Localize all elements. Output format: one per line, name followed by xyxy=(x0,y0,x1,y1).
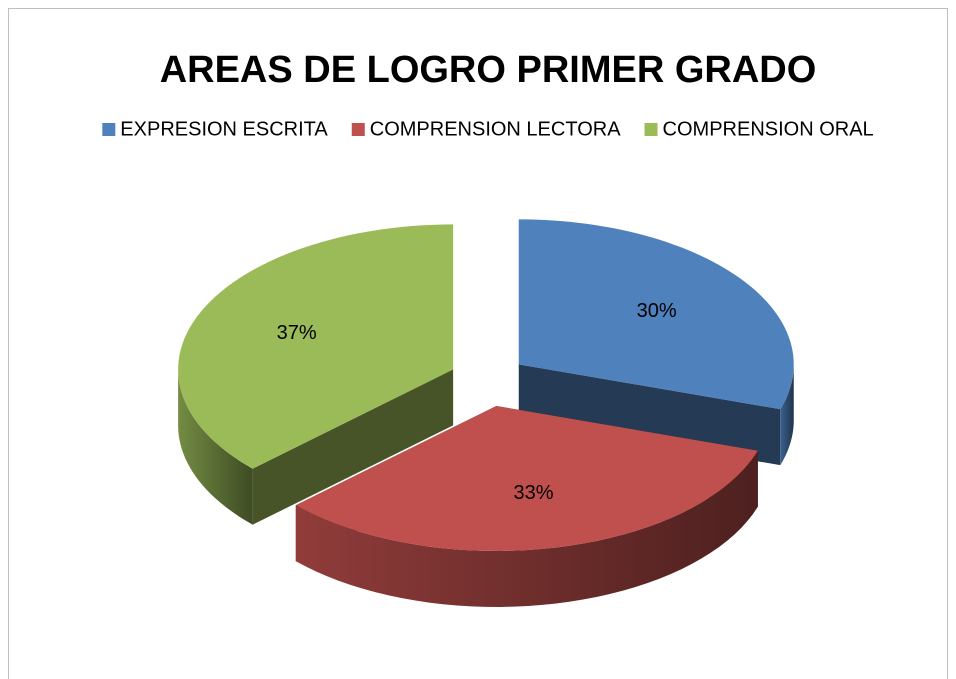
slice xyxy=(178,224,454,525)
slice-top xyxy=(295,405,758,551)
chart-title: AREAS DE LOGRO PRIMER GRADO xyxy=(160,49,817,91)
slice-top xyxy=(518,219,794,410)
slice-side xyxy=(780,364,794,466)
pie: 30% 33% 37% xyxy=(178,219,794,607)
legend: EXPRESION ESCRITA COMPRENSION LECTORA COMP… xyxy=(102,118,874,140)
data-label: 30% xyxy=(637,300,677,322)
slice-top xyxy=(178,224,454,469)
legend-swatch xyxy=(644,123,658,136)
legend-swatch xyxy=(351,123,365,136)
legend-label: COMPRENSION LECTORA xyxy=(370,118,621,140)
slice-side xyxy=(178,369,253,525)
legend-label: EXPRESION ESCRITA xyxy=(120,118,328,140)
legend-label: COMPRENSION ORAL xyxy=(663,118,874,140)
slice xyxy=(295,405,758,607)
data-label: 37% xyxy=(277,322,317,344)
slice-wall xyxy=(252,369,454,525)
slice-side xyxy=(295,450,758,607)
slice xyxy=(518,219,794,466)
legend-swatch xyxy=(102,123,116,136)
slice-wall xyxy=(518,364,781,466)
data-label: 33% xyxy=(513,482,553,504)
